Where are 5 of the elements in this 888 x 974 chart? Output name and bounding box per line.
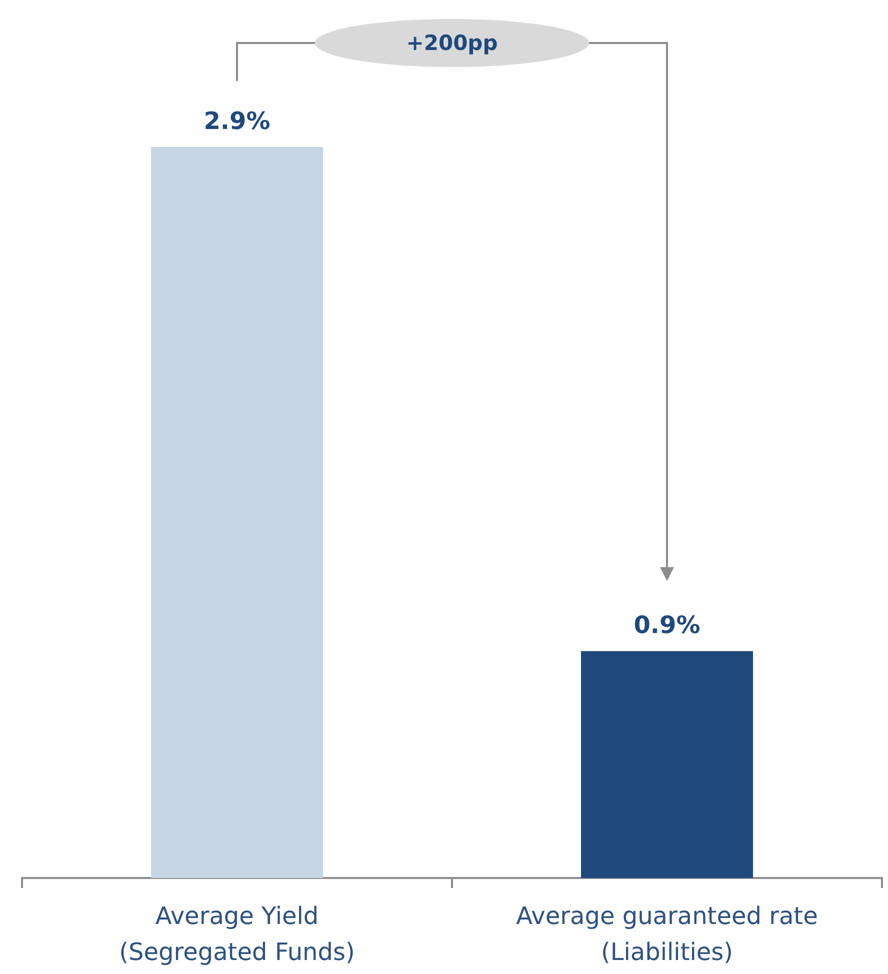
data-label: 0.9%: [634, 611, 700, 640]
x-tick-label: Average Yield (Segregated Funds): [119, 902, 355, 966]
text: +200pp: [406, 31, 498, 55]
x-tick-label: Average guaranteed rate (Liabilities): [516, 902, 818, 966]
data-label: 2.9%: [204, 107, 270, 135]
